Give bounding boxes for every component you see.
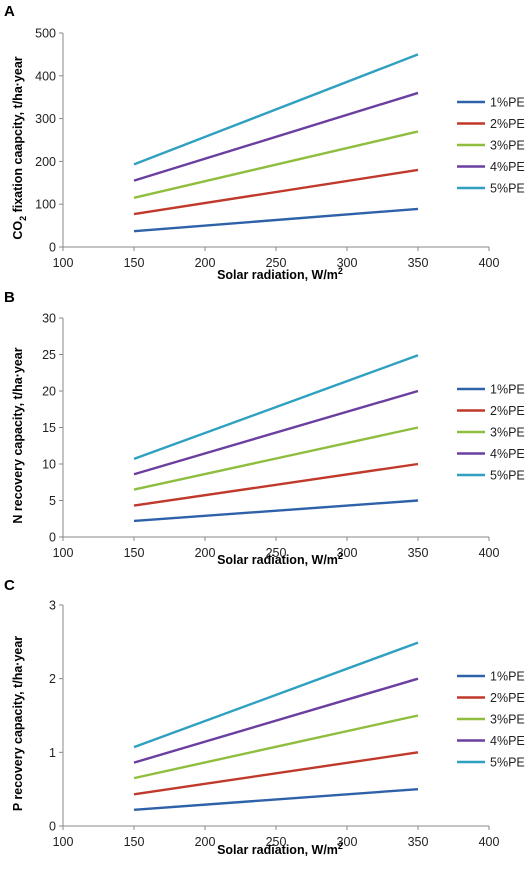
y-tick-label: 300 bbox=[35, 112, 56, 126]
y-tick-label: 20 bbox=[42, 385, 56, 399]
legend-label-3: 3%PE bbox=[490, 426, 525, 440]
legend-label-2: 2%PE bbox=[490, 404, 525, 418]
x-tick-label: 100 bbox=[53, 546, 74, 560]
y-tick-label: 15 bbox=[42, 421, 56, 435]
x-tick-label: 250 bbox=[266, 835, 287, 849]
x-tick-label: 150 bbox=[124, 546, 145, 560]
chart-panel-b: B 0 5 10 15 20 25 30 100 150 200 250 300 350 400 Solar … bbox=[4, 289, 525, 567]
y-axis-title-text: fixation caapcity, t/ha·year bbox=[11, 56, 25, 216]
y-tick-label: 2 bbox=[49, 672, 56, 686]
x-tick-label: 350 bbox=[408, 546, 429, 560]
x-tick-label: 150 bbox=[124, 256, 145, 270]
series-line-2 bbox=[133, 751, 419, 796]
series-line-4 bbox=[133, 91, 419, 182]
x-tick-label: 400 bbox=[479, 256, 500, 270]
y-tick-label: 5 bbox=[49, 494, 56, 508]
y-axis-title-text: N recovery capacity, t/ha·year bbox=[11, 347, 25, 523]
series-line-2 bbox=[133, 462, 419, 507]
x-tick-label: 100 bbox=[53, 835, 74, 849]
panel-label: C bbox=[4, 577, 15, 594]
legend-label-5: 5%PE bbox=[490, 182, 525, 196]
series-line-4 bbox=[133, 677, 419, 764]
y-tick-label: 1 bbox=[49, 746, 56, 760]
series-line-1 bbox=[133, 207, 419, 233]
x-tick-label: 250 bbox=[266, 546, 287, 560]
series-line-1 bbox=[133, 499, 419, 523]
x-tick-label: 100 bbox=[53, 256, 74, 270]
x-tick-label: 300 bbox=[337, 546, 358, 560]
y-axis-title-text: CO bbox=[11, 221, 25, 240]
legend-label-5: 5%PE bbox=[490, 756, 525, 770]
y-tick-label: 3 bbox=[49, 599, 56, 613]
legend-label-1: 1%PE bbox=[490, 670, 525, 684]
y-tick-label: 400 bbox=[35, 69, 56, 83]
x-tick-label: 400 bbox=[479, 546, 500, 560]
x-tick-label: 250 bbox=[266, 256, 287, 270]
x-tick-label: 200 bbox=[195, 256, 216, 270]
panel-label: A bbox=[4, 3, 15, 20]
y-axis-title: CO2 fixation caapcity, t/ha·year bbox=[11, 56, 28, 239]
x-tick-label: 200 bbox=[195, 835, 216, 849]
y-tick-label: 100 bbox=[35, 198, 56, 212]
series-line-5 bbox=[133, 641, 419, 749]
y-tick-label: 500 bbox=[35, 27, 56, 41]
x-axis-title-text: Solar radiation, W/m bbox=[217, 268, 338, 282]
x-axis-title-superscript: 2 bbox=[338, 266, 343, 276]
y-tick-label: 0 bbox=[49, 820, 56, 834]
y-axis-title: P recovery capacity, t/ha·year bbox=[11, 636, 25, 811]
legend-label-4: 4%PE bbox=[490, 160, 525, 174]
y-axis-title-subscript: 2 bbox=[18, 216, 28, 221]
legend-label-2: 2%PE bbox=[490, 691, 525, 705]
series-line-3 bbox=[133, 130, 419, 199]
x-tick-label: 350 bbox=[408, 835, 429, 849]
series-line-3 bbox=[133, 714, 419, 780]
legend-label-3: 3%PE bbox=[490, 139, 525, 153]
x-axis-title-text: Solar radiation, W/m bbox=[217, 843, 338, 857]
x-axis-title-superscript: 2 bbox=[338, 841, 343, 851]
x-axis-title-text: Solar radiation, W/m bbox=[217, 553, 338, 567]
legend-label-4: 4%PE bbox=[490, 734, 525, 748]
chart-panel-c: C 0 1 2 3 100 150 200 250 300 350 400 Solar radiatio… bbox=[4, 577, 525, 857]
x-axis-title: Solar radiation, W/m2 bbox=[217, 551, 343, 567]
x-tick-label: 400 bbox=[479, 835, 500, 849]
x-tick-label: 350 bbox=[408, 256, 429, 270]
x-axis-title-superscript: 2 bbox=[338, 551, 343, 561]
x-axis-title: Solar radiation, W/m2 bbox=[217, 266, 343, 282]
x-tick-label: 300 bbox=[337, 256, 358, 270]
x-tick-label: 300 bbox=[337, 835, 358, 849]
y-tick-label: 0 bbox=[49, 531, 56, 545]
y-tick-label: 25 bbox=[42, 348, 56, 362]
x-tick-label: 200 bbox=[195, 546, 216, 560]
y-axis-title-text: P recovery capacity, t/ha·year bbox=[11, 636, 25, 811]
legend-label-4: 4%PE bbox=[490, 447, 525, 461]
series-line-3 bbox=[133, 426, 419, 491]
series-line-5 bbox=[133, 53, 419, 166]
series-line-1 bbox=[133, 787, 419, 811]
legend-label-1: 1%PE bbox=[490, 383, 525, 397]
legend-label-5: 5%PE bbox=[490, 469, 525, 483]
legend-label-2: 2%PE bbox=[490, 117, 525, 131]
y-axis-title: N recovery capacity, t/ha·year bbox=[11, 347, 25, 523]
y-tick-label: 200 bbox=[35, 155, 56, 169]
y-tick-label: 0 bbox=[49, 241, 56, 255]
series-line-5 bbox=[133, 354, 419, 461]
legend-label-3: 3%PE bbox=[490, 713, 525, 727]
y-tick-label: 30 bbox=[42, 312, 56, 326]
legend-label-1: 1%PE bbox=[490, 96, 525, 110]
series-line-2 bbox=[133, 168, 419, 216]
series-line-4 bbox=[133, 389, 419, 476]
x-axis-title: Solar radiation, W/m2 bbox=[217, 841, 343, 857]
panel-label: B bbox=[4, 289, 15, 306]
y-tick-label: 10 bbox=[42, 458, 56, 472]
x-tick-label: 150 bbox=[124, 835, 145, 849]
